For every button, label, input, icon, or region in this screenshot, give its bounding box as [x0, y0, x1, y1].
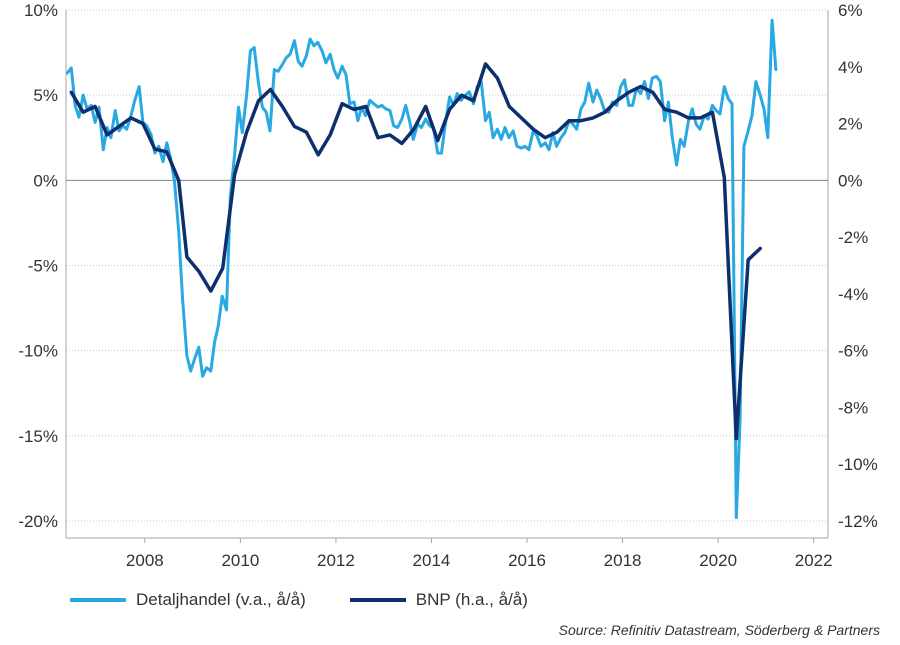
y-right-tick-label: -6%	[838, 342, 868, 361]
series-layer	[65, 18, 778, 520]
tick-labels: 10% 5% 0% -5% -10% -15% -20% 6% 4% 2% 0% -2% -4% -6% -…	[18, 1, 877, 570]
y-right-tick-label: 2%	[838, 115, 863, 134]
legend: Detaljhandel (v.a., å/å) BNP (h.a., å/å)	[70, 588, 572, 612]
y-right-tick-label: 4%	[838, 58, 863, 77]
y-left-tick-label: -15%	[18, 427, 58, 446]
legend-swatch-bnp	[349, 598, 406, 602]
x-tick-label: 2020	[699, 551, 737, 570]
y-right-tick-label: -8%	[838, 398, 868, 417]
x-tick-label: 2012	[317, 551, 355, 570]
plot-area	[66, 10, 828, 538]
line-chart: 10% 5% 0% -5% -10% -15% -20% 6% 4% 2% 0% -2% -4% -6% -…	[18, 1, 877, 570]
legend-label-bnp: BNP (h.a., å/å)	[415, 590, 528, 609]
y-left-tick-label: 10%	[24, 1, 58, 20]
y-right-tick-label: -2%	[838, 228, 868, 247]
y-left-tick-label: 5%	[33, 86, 58, 105]
y-right-tick-label: -12%	[838, 512, 878, 531]
x-tick-label: 2008	[126, 551, 164, 570]
legend-item-bnp: BNP (h.a., å/å)	[349, 590, 528, 610]
y-right-tick-label: 0%	[838, 171, 863, 190]
series-line-bnp	[69, 62, 762, 441]
x-tick-label: 2022	[795, 551, 833, 570]
y-left-tick-label: -5%	[28, 256, 58, 275]
y-right-tick-label: -4%	[838, 285, 868, 304]
x-tick-label: 2016	[508, 551, 546, 570]
x-tick-label: 2014	[413, 551, 451, 570]
y-left-tick-label: -10%	[18, 342, 58, 361]
x-tick-label: 2018	[604, 551, 642, 570]
legend-item-detaljhandel: Detaljhandel (v.a., å/å)	[70, 590, 306, 610]
y-right-tick-label: -10%	[838, 455, 878, 474]
source-note: Source: Refinitiv Datastream, Söderberg …	[558, 622, 880, 638]
y-right-tick-label: 6%	[838, 1, 863, 20]
legend-label-detaljhandel: Detaljhandel (v.a., å/å)	[136, 590, 306, 609]
legend-swatch-detaljhandel	[70, 598, 126, 602]
axes	[65, 10, 829, 543]
series-line-detaljhandel	[65, 18, 778, 520]
y-left-tick-label: -20%	[18, 512, 58, 531]
y-left-tick-label: 0%	[33, 171, 58, 190]
x-tick-label: 2010	[221, 551, 259, 570]
